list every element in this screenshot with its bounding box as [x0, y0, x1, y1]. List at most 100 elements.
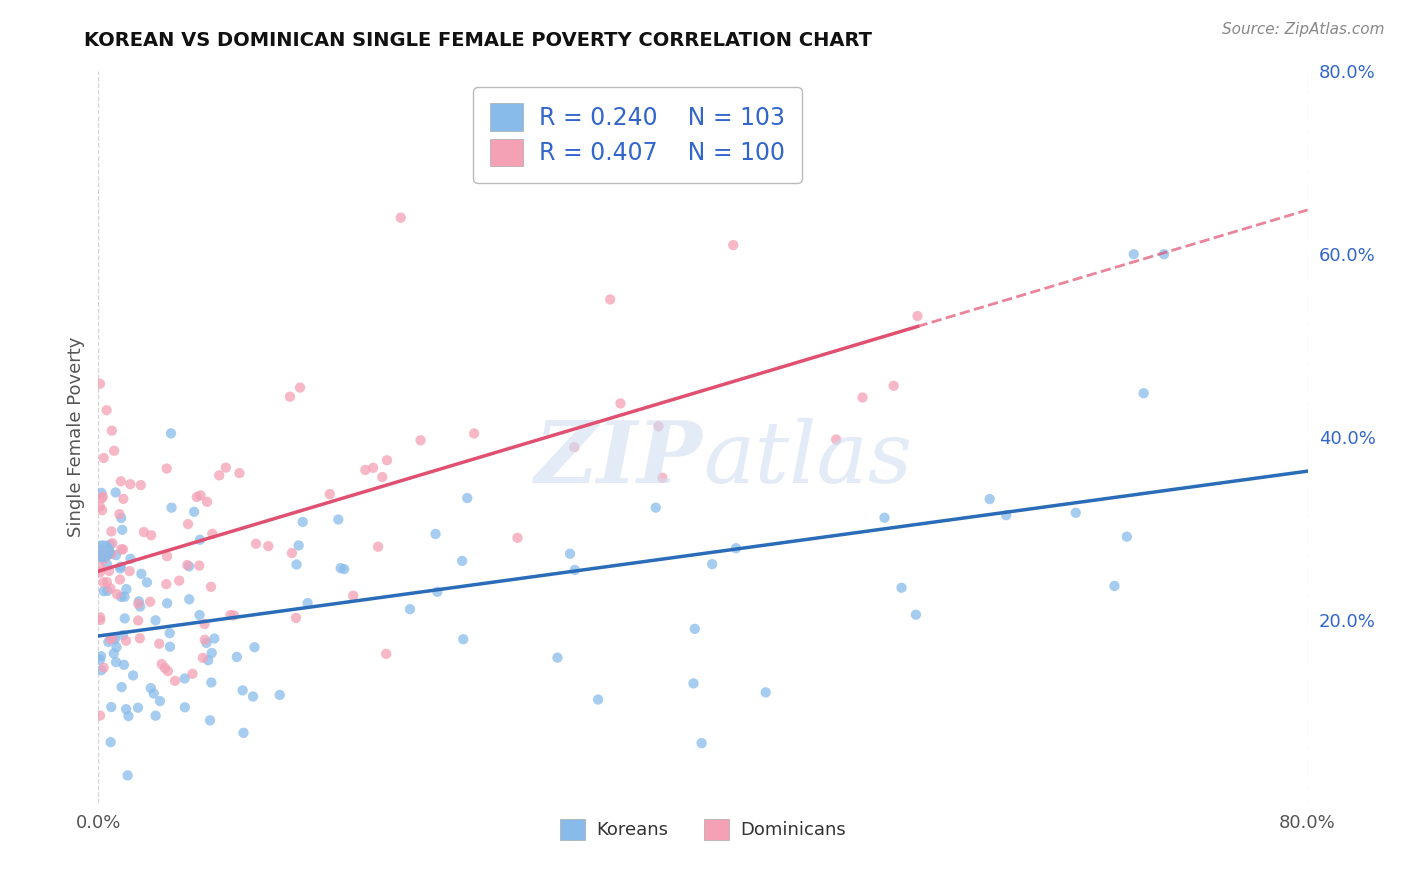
- Point: [243, 640, 266, 655]
- Point: [333, 562, 356, 576]
- Point: [200, 580, 222, 594]
- Point: [195, 495, 218, 509]
- Point: [100, 547, 122, 561]
- Point: [112, 542, 135, 557]
- Point: [89, 560, 111, 574]
- Point: [100, 700, 122, 714]
- Point: [89, 613, 111, 627]
- Point: [190, 488, 212, 502]
- Point: [409, 434, 432, 448]
- Point: [232, 683, 254, 698]
- Point: [562, 440, 585, 454]
- Text: atlas: atlas: [703, 417, 912, 500]
- Point: [127, 700, 149, 714]
- Point: [139, 595, 162, 609]
- Point: [609, 396, 631, 410]
- Point: [503, 161, 526, 175]
- Point: [173, 672, 195, 686]
- Point: [93, 552, 115, 566]
- Text: ZIP: ZIP: [536, 417, 703, 500]
- Point: [103, 647, 125, 661]
- Point: [181, 666, 204, 681]
- Point: [131, 566, 153, 581]
- Point: [110, 559, 132, 574]
- Point: [463, 426, 485, 441]
- Point: [97, 635, 120, 649]
- Y-axis label: Single Female Poverty: Single Female Poverty: [66, 337, 84, 537]
- Point: [451, 632, 474, 647]
- Point: [907, 309, 929, 323]
- Point: [160, 500, 183, 515]
- Point: [242, 690, 264, 704]
- Point: [197, 653, 219, 667]
- Point: [225, 649, 247, 664]
- Point: [129, 478, 152, 492]
- Point: [425, 527, 447, 541]
- Point: [111, 680, 134, 694]
- Point: [245, 537, 267, 551]
- Point: [110, 511, 132, 525]
- Point: [873, 510, 896, 524]
- Point: [115, 702, 138, 716]
- Point: [89, 708, 111, 723]
- Point: [644, 500, 666, 515]
- Point: [156, 664, 179, 678]
- Point: [149, 694, 172, 708]
- Point: [506, 531, 529, 545]
- Point: [156, 596, 179, 610]
- Point: [198, 714, 221, 728]
- Point: [188, 558, 211, 573]
- Point: [690, 736, 713, 750]
- Point: [93, 661, 115, 675]
- Point: [371, 470, 394, 484]
- Point: [89, 610, 111, 624]
- Point: [89, 566, 111, 580]
- Point: [281, 546, 304, 560]
- Point: [188, 607, 211, 622]
- Point: [201, 526, 224, 541]
- Point: [105, 587, 128, 601]
- Point: [111, 628, 134, 642]
- Point: [1115, 530, 1137, 544]
- Point: [288, 380, 311, 394]
- Point: [129, 599, 152, 614]
- Point: [186, 490, 208, 504]
- Point: [547, 650, 569, 665]
- Point: [586, 692, 609, 706]
- Point: [682, 676, 704, 690]
- Point: [91, 544, 114, 558]
- Point: [104, 632, 127, 647]
- Point: [1132, 386, 1154, 401]
- Point: [145, 708, 167, 723]
- Point: [115, 582, 138, 596]
- Point: [156, 549, 179, 564]
- Point: [651, 471, 673, 485]
- Point: [702, 557, 724, 571]
- Point: [165, 673, 187, 688]
- Point: [558, 547, 581, 561]
- Point: [367, 540, 389, 554]
- Point: [90, 649, 112, 664]
- Point: [90, 551, 112, 566]
- Point: [160, 426, 183, 441]
- Point: [179, 592, 201, 607]
- Point: [851, 391, 873, 405]
- Point: [101, 536, 124, 550]
- Point: [1064, 506, 1087, 520]
- Point: [904, 607, 927, 622]
- Point: [219, 607, 242, 622]
- Point: [451, 554, 474, 568]
- Point: [222, 608, 245, 623]
- Point: [115, 633, 138, 648]
- Point: [90, 491, 112, 506]
- Point: [375, 453, 398, 467]
- Point: [193, 617, 215, 632]
- Point: [100, 524, 122, 539]
- Point: [112, 491, 135, 506]
- Point: [104, 548, 127, 562]
- Point: [167, 574, 190, 588]
- Point: [200, 675, 222, 690]
- Point: [96, 583, 118, 598]
- Point: [328, 512, 350, 526]
- Point: [399, 602, 422, 616]
